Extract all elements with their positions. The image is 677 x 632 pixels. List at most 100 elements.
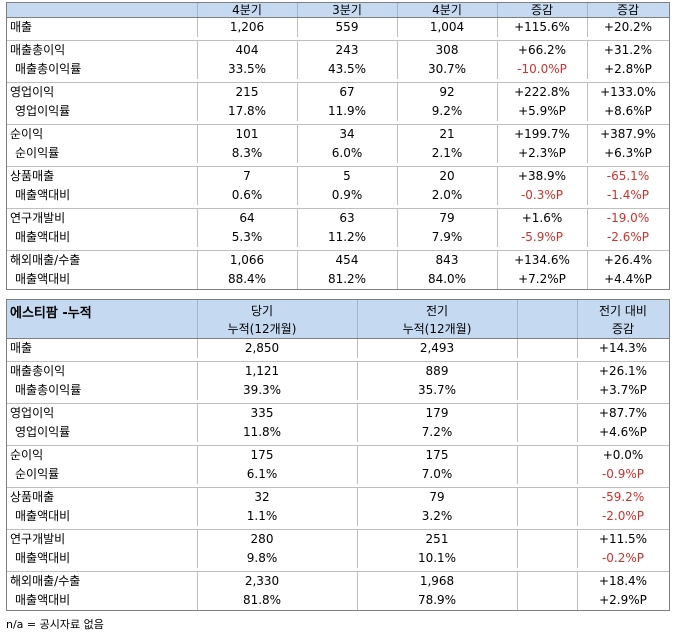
column-divider xyxy=(587,125,588,144)
quarterly-header-col3: 4분기 xyxy=(432,3,462,17)
quarterly-table-cell: 8.3% xyxy=(231,146,263,160)
column-divider xyxy=(197,251,198,270)
column-divider xyxy=(587,186,588,205)
quarterly-table-cell: 215 xyxy=(235,85,259,99)
cumulative-table-cell: 35.7% xyxy=(417,383,457,397)
column-divider xyxy=(577,339,578,358)
column-divider xyxy=(587,251,588,270)
column-divider xyxy=(357,572,358,591)
quarterly-table-cell: 101 xyxy=(235,127,259,141)
column-divider xyxy=(497,186,498,205)
quarterly-table-row: 매출총이익 404 243 308 +66.2% +31.2% xyxy=(7,40,669,60)
cumulative-table-cell: +2.9%P xyxy=(599,593,647,607)
quarterly-table-cell: +6.3%P xyxy=(604,146,652,160)
quarterly-table: 4분기 3분기 4분기 증감 증감 매출 1,206 559 1,004 +115.6%… xyxy=(6,2,670,290)
quarterly-table-cell: -5.9%P xyxy=(520,230,564,244)
column-divider xyxy=(357,591,358,610)
quarterly-table-cell: 2.1% xyxy=(431,146,463,160)
quarterly-table-cell: +2.3%P xyxy=(518,146,566,160)
column-divider xyxy=(497,251,498,270)
column-divider xyxy=(517,404,518,423)
cumulative-table-cell: 2,850 xyxy=(244,341,280,355)
cumulative-table-cell: 2,493 xyxy=(419,341,455,355)
quarterly-table-cell: 79 xyxy=(439,211,455,225)
cumulative-title: 에스티팜 -누적 xyxy=(10,306,92,321)
column-divider xyxy=(297,83,298,102)
cumulative-table-cell: +4.6%P xyxy=(599,425,647,439)
quarterly-table-row: 영업이익률 17.8% 11.9% 9.2% +5.9%P +8.6%P xyxy=(7,102,669,121)
quarterly-table-cell: 7 xyxy=(243,169,251,183)
cumulative-header-row: 에스티팜 -누적 당기 누적(12개월) 전기 누적(12개월) 전기 대비 증… xyxy=(7,300,669,339)
cumulative-table-row: 상품매출 32 79 -59.2% xyxy=(7,487,669,507)
cumulative-header-col3-line1: 전기 대비 xyxy=(599,304,647,318)
cumulative-table-row-label: 영업이익률 xyxy=(15,425,71,439)
quarterly-table-cell: 21 xyxy=(439,127,455,141)
quarterly-header-col4: 증감 xyxy=(530,3,554,17)
column-divider xyxy=(517,572,518,591)
quarterly-table-cell: 454 xyxy=(335,253,359,267)
quarterly-table-cell: -1.4%P xyxy=(606,188,650,202)
column-divider xyxy=(197,41,198,60)
quarterly-table-cell: 88.4% xyxy=(227,272,267,286)
column-divider xyxy=(577,362,578,381)
cumulative-table-row: 매출액대비 9.8% 10.1% -0.2%P xyxy=(7,549,669,568)
quarterly-table-cell: 81.2% xyxy=(327,272,367,286)
column-divider xyxy=(497,125,498,144)
quarterly-table-cell: 843 xyxy=(435,253,459,267)
cumulative-table-cell: +14.3% xyxy=(598,341,648,355)
cumulative-table-cell: 7.0% xyxy=(421,467,453,481)
quarterly-table-cell: 9.2% xyxy=(431,104,463,118)
cumulative-table-cell: 39.3% xyxy=(242,383,282,397)
header-divider xyxy=(517,300,518,338)
column-divider xyxy=(517,465,518,484)
quarterly-table-row: 매출액대비 88.4% 81.2% 84.0% +7.2%P +4.4%P xyxy=(7,270,669,289)
quarterly-table-cell: +199.7% xyxy=(514,127,570,141)
quarterly-body: 매출 1,206 559 1,004 +115.6% +20.2% 매출총이익 404 243 3… xyxy=(7,18,669,289)
quarterly-table-cell: +222.8% xyxy=(514,85,570,99)
column-divider xyxy=(397,125,398,144)
cumulative-table-row-label: 매출액대비 xyxy=(15,509,71,523)
column-divider xyxy=(517,362,518,381)
quarterly-table-cell: 243 xyxy=(335,43,359,57)
quarterly-table-cell: +387.9% xyxy=(600,127,656,141)
cumulative-table-cell: +26.1% xyxy=(598,364,648,378)
quarterly-table-cell: 404 xyxy=(235,43,259,57)
column-divider xyxy=(297,209,298,228)
quarterly-table-cell: 67 xyxy=(339,85,355,99)
quarterly-table-row: 순이익 101 34 21 +199.7% +387.9% xyxy=(7,124,669,144)
column-divider xyxy=(297,41,298,60)
column-divider xyxy=(197,507,198,526)
column-divider xyxy=(197,60,198,79)
quarterly-table-cell: +133.0% xyxy=(600,85,656,99)
cumulative-table-row-label: 해외매출/수출 xyxy=(10,574,81,588)
quarterly-table-cell: +38.9% xyxy=(517,169,567,183)
quarterly-table-row-label: 매출액대비 xyxy=(15,188,71,202)
quarterly-table-cell: +7.2%P xyxy=(518,272,566,286)
cumulative-table-cell: -2.0%P xyxy=(601,509,645,523)
column-divider xyxy=(587,83,588,102)
quarterly-table-cell: +5.9%P xyxy=(518,104,566,118)
column-divider xyxy=(357,404,358,423)
header-divider xyxy=(197,3,198,17)
column-divider xyxy=(517,339,518,358)
quarterly-table-cell: 0.6% xyxy=(231,188,263,202)
cumulative-table-cell: +0.0% xyxy=(602,448,644,462)
quarterly-table-cell: 64 xyxy=(239,211,255,225)
column-divider xyxy=(197,83,198,102)
cumulative-table-cell: 1,968 xyxy=(419,574,455,588)
cumulative-table-cell: 175 xyxy=(425,448,449,462)
quarterly-table-cell: 92 xyxy=(439,85,455,99)
column-divider xyxy=(587,209,588,228)
cumulative-header-col2-line1: 전기 xyxy=(425,304,449,318)
quarterly-table-cell: 20 xyxy=(439,169,455,183)
quarterly-table-row-label: 매출 xyxy=(10,20,33,34)
column-divider xyxy=(397,144,398,163)
quarterly-table-cell: 2.0% xyxy=(431,188,463,202)
quarterly-table-cell: 43.5% xyxy=(327,62,367,76)
cumulative-table-cell: 1,121 xyxy=(244,364,280,378)
quarterly-table-cell: 5 xyxy=(343,169,351,183)
column-divider xyxy=(587,102,588,121)
column-divider xyxy=(517,507,518,526)
column-divider xyxy=(197,381,198,400)
quarterly-table-row: 순이익률 8.3% 6.0% 2.1% +2.3%P +6.3%P xyxy=(7,144,669,163)
